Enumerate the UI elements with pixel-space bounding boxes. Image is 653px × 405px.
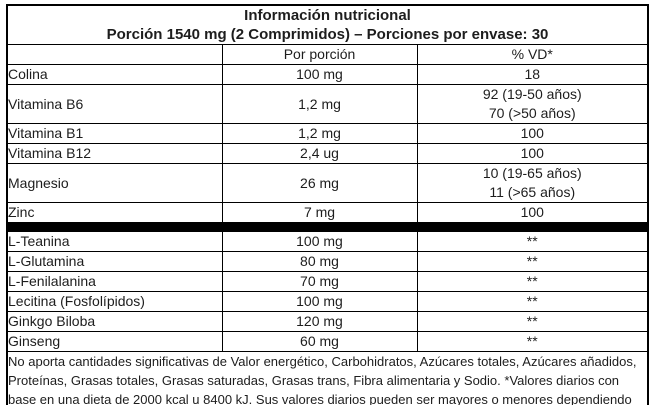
nutrient-amount: 1,2 mg — [221, 84, 418, 124]
nutrient-daily-value: 100 — [416, 123, 649, 144]
nutrient-daily-value: 10 (19-65 años) 11 (>65 años) — [416, 163, 649, 203]
table-row: Ginseng 60 mg ** — [6, 331, 649, 352]
nutrient-amount: 120 mg — [221, 311, 418, 332]
nutrient-amount: 80 mg — [221, 251, 418, 272]
nutrient-name: Ginkgo Biloba — [6, 311, 223, 332]
header-row: Información nutricional Porción 1540 mg … — [6, 4, 649, 45]
table-row: Vitamina B6 1,2 mg 92 (19-50 años) 70 (>… — [6, 84, 649, 124]
nutrient-name: Vitamina B1 — [6, 123, 223, 144]
column-header-row: Por porción % VD* — [6, 44, 649, 65]
table-row: Vitamina B12 2,4 ug 100 — [6, 143, 649, 164]
daily-value-line-1: 10 (19-65 años) — [482, 165, 582, 181]
table-subtitle: Porción 1540 mg (2 Comprimidos) – Porcio… — [106, 26, 549, 43]
nutrient-amount: 1,2 mg — [221, 123, 418, 144]
nutrient-name: Vitamina B6 — [6, 84, 223, 124]
nutrient-daily-value: ** — [416, 291, 649, 312]
table-row: Vitamina B1 1,2 mg 100 — [6, 123, 649, 144]
table-row: L-Teanina 100 mg ** — [6, 231, 649, 252]
nutrient-amount: 100 mg — [221, 291, 418, 312]
nutrient-amount: 100 mg — [221, 231, 418, 252]
nutrient-daily-value: 18 — [416, 64, 649, 85]
nutrient-daily-value: 92 (19-50 años) 70 (>50 años) — [416, 84, 649, 124]
nutrient-name: L-Fenilalanina — [6, 271, 223, 292]
nutrient-amount: 2,4 ug — [221, 143, 418, 164]
nutrient-daily-value: ** — [416, 231, 649, 252]
daily-value-line-2: 11 (>65 años) — [489, 184, 576, 200]
column-header-daily-value: % VD* — [416, 44, 649, 65]
nutrient-amount: 7 mg — [221, 202, 418, 223]
nutrient-amount: 100 mg — [221, 64, 418, 85]
nutrient-daily-value: ** — [416, 331, 649, 352]
section-divider — [6, 222, 649, 232]
nutrient-name: Ginseng — [6, 331, 223, 352]
table-row: Colina 100 mg 18 — [6, 64, 649, 85]
nutrient-daily-value: ** — [416, 311, 649, 332]
footnote-text: No aporta cantidades significativas de V… — [6, 351, 649, 405]
nutrition-table: Información nutricional Porción 1540 mg … — [6, 4, 649, 405]
nutrient-name: Vitamina B12 — [6, 143, 223, 164]
nutrient-name: Zinc — [6, 202, 223, 223]
table-row: L-Fenilalanina 70 mg ** — [6, 271, 649, 292]
table-row: Zinc 7 mg 100 — [6, 202, 649, 223]
nutrient-name: Colina — [6, 64, 223, 85]
footnote-row: No aporta cantidades significativas de V… — [6, 351, 649, 405]
table-header: Información nutricional Porción 1540 mg … — [6, 4, 649, 45]
nutrient-daily-value: ** — [416, 271, 649, 292]
column-header-per-serving: Por porción — [221, 44, 418, 65]
table-title: Información nutricional — [244, 7, 411, 24]
nutrient-amount: 60 mg — [221, 331, 418, 352]
nutrient-daily-value: ** — [416, 251, 649, 272]
nutrient-name: Lecitina (Fosfolípidos) — [6, 291, 223, 312]
nutrient-amount: 70 mg — [221, 271, 418, 292]
nutrient-daily-value: 100 — [416, 143, 649, 164]
nutrient-daily-value: 100 — [416, 202, 649, 223]
nutrient-amount: 26 mg — [221, 163, 418, 203]
daily-value-line-1: 92 (19-50 años) — [482, 86, 582, 102]
section-divider-bar — [6, 222, 649, 232]
nutrient-name: Magnesio — [6, 163, 223, 203]
column-header-empty — [6, 44, 223, 65]
daily-value-line-2: 70 (>50 años) — [488, 105, 576, 121]
table-row: Magnesio 26 mg 10 (19-65 años) 11 (>65 a… — [6, 163, 649, 203]
nutrient-name: L-Glutamina — [6, 251, 223, 272]
table-row: L-Glutamina 80 mg ** — [6, 251, 649, 272]
table-row: Ginkgo Biloba 120 mg ** — [6, 311, 649, 332]
table-row: Lecitina (Fosfolípidos) 100 mg ** — [6, 291, 649, 312]
nutrient-name: L-Teanina — [6, 231, 223, 252]
